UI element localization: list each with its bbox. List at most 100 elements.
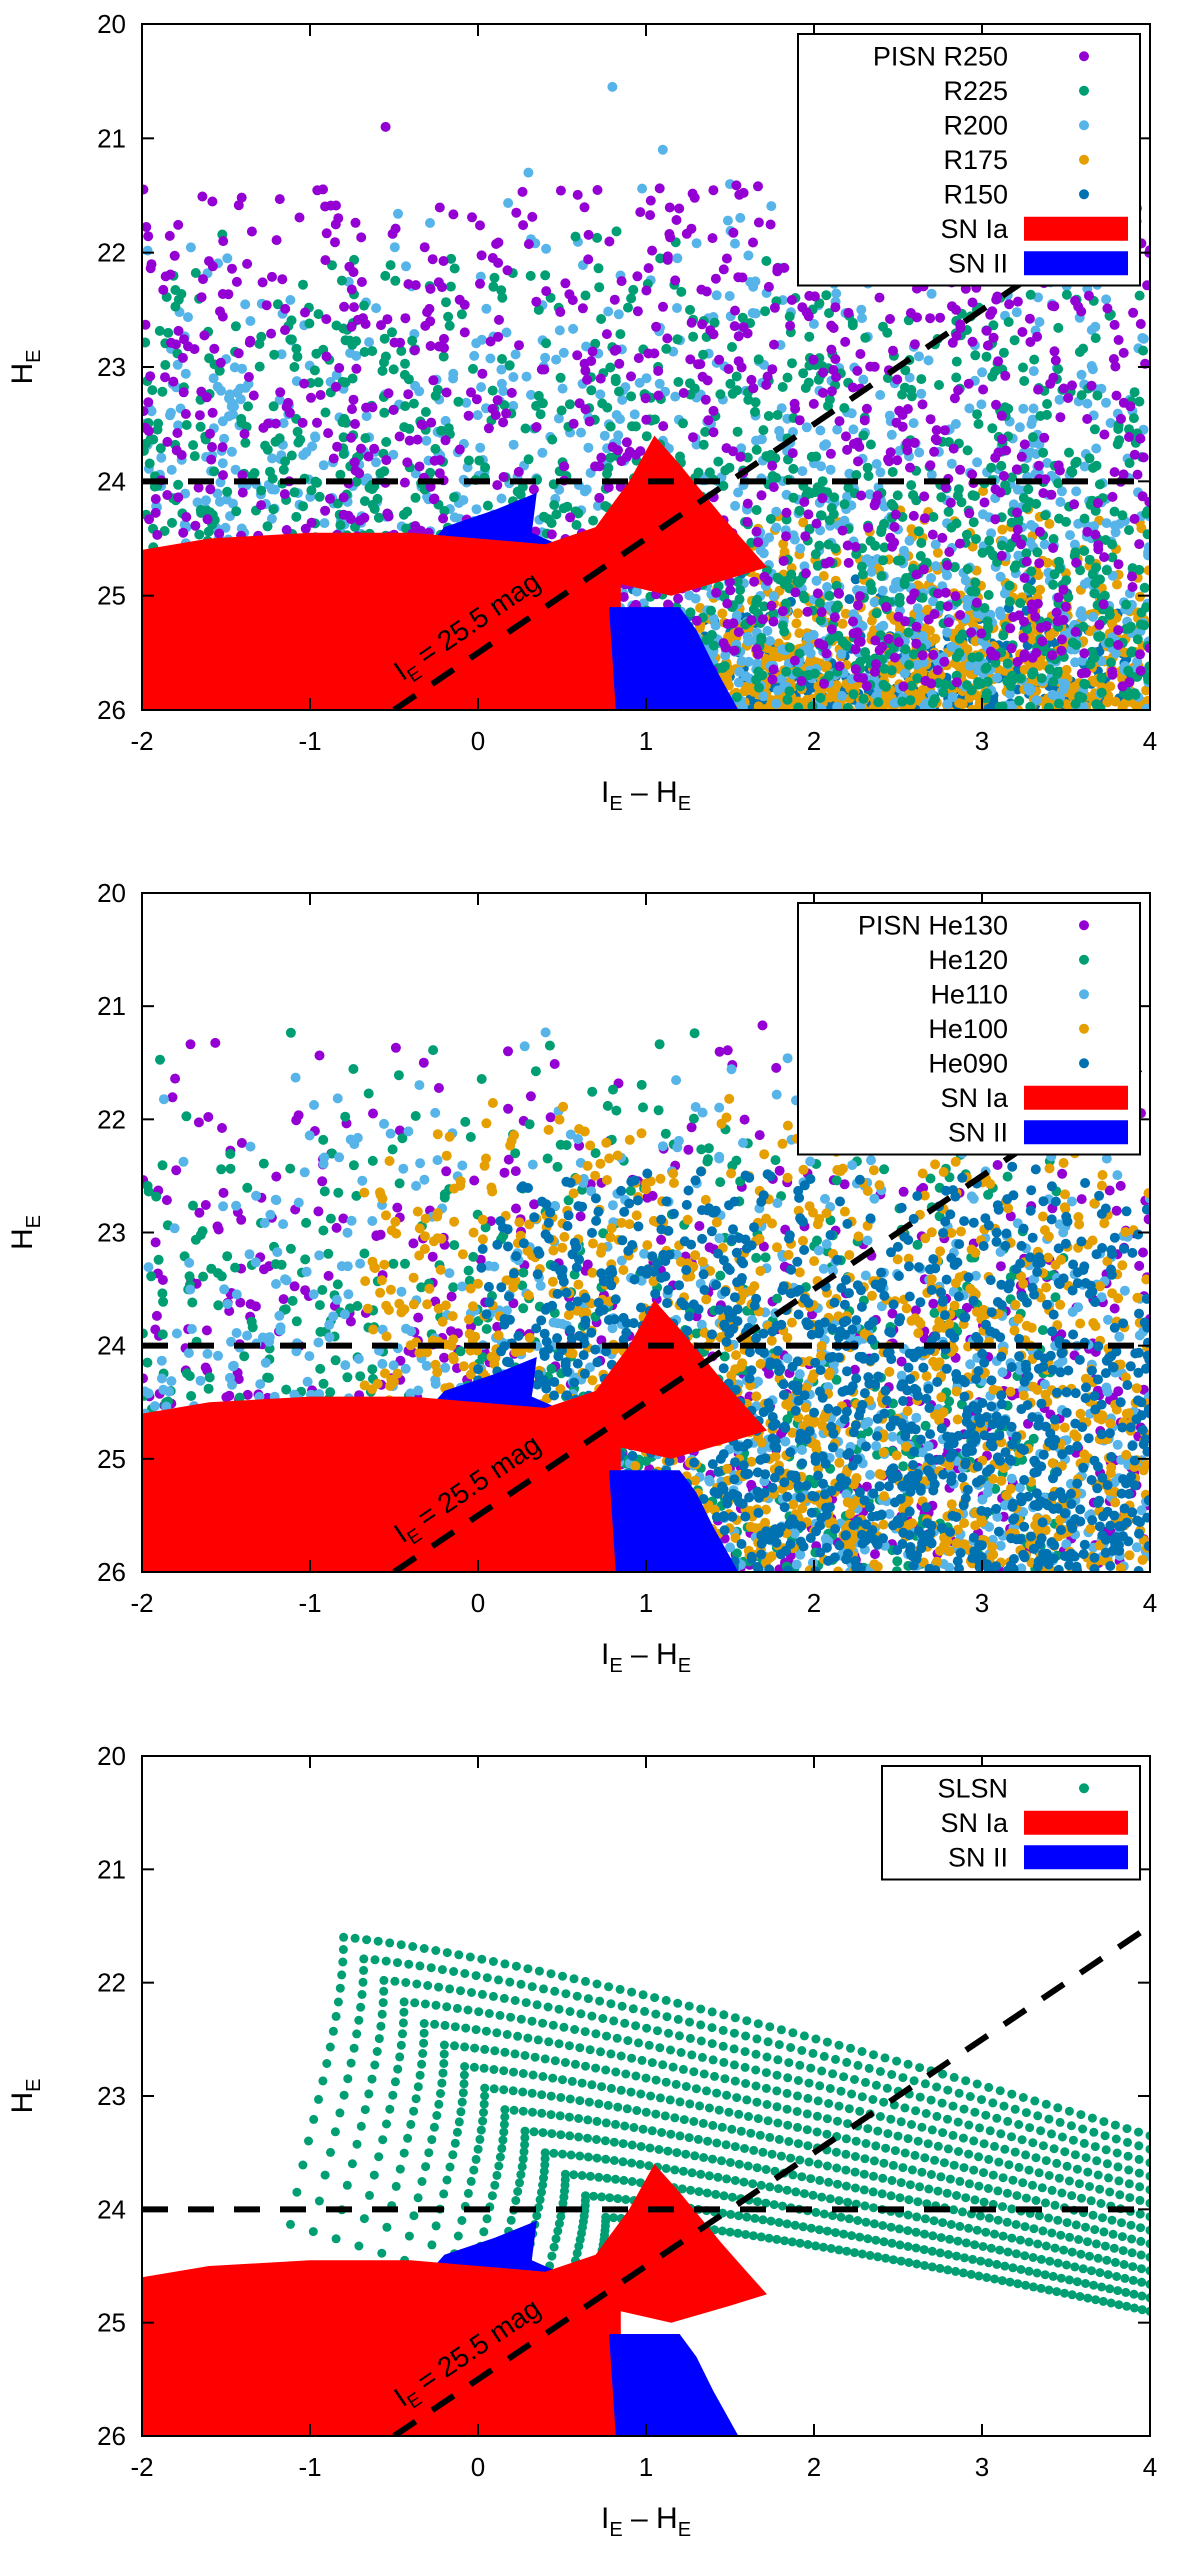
data-point bbox=[729, 321, 740, 332]
data-point bbox=[1037, 636, 1048, 647]
data-point bbox=[804, 331, 815, 342]
data-point bbox=[990, 366, 1000, 377]
data-point bbox=[1038, 488, 1049, 499]
data-point bbox=[942, 570, 952, 581]
data-point bbox=[899, 668, 910, 679]
data-point bbox=[217, 458, 228, 469]
data-point bbox=[268, 504, 279, 515]
data-point bbox=[784, 311, 795, 322]
data-point bbox=[957, 629, 968, 640]
data-point bbox=[900, 644, 911, 655]
data-point bbox=[1052, 666, 1063, 677]
data-point bbox=[596, 314, 607, 324]
data-point bbox=[822, 582, 833, 592]
data-point bbox=[861, 403, 872, 414]
data-point bbox=[762, 371, 773, 382]
data-point bbox=[626, 293, 637, 304]
data-point bbox=[1002, 658, 1013, 669]
data-point bbox=[265, 466, 275, 477]
data-point bbox=[655, 253, 666, 264]
data-point bbox=[281, 401, 292, 412]
data-point bbox=[555, 185, 566, 196]
data-point bbox=[1040, 510, 1051, 521]
data-point bbox=[879, 518, 889, 529]
data-point bbox=[808, 319, 819, 329]
data-point bbox=[884, 456, 895, 467]
data-point bbox=[547, 434, 558, 445]
data-point bbox=[385, 260, 396, 271]
data-point bbox=[363, 451, 374, 462]
data-point bbox=[528, 484, 539, 495]
data-point bbox=[1056, 634, 1067, 645]
data-point bbox=[157, 386, 168, 397]
data-point bbox=[1045, 630, 1055, 641]
data-point bbox=[750, 406, 760, 417]
data-point bbox=[280, 325, 290, 336]
data-point bbox=[233, 348, 244, 359]
data-point bbox=[403, 374, 414, 385]
data-point bbox=[458, 495, 469, 506]
data-point bbox=[883, 633, 894, 644]
data-point bbox=[718, 264, 729, 275]
data-point bbox=[766, 201, 777, 212]
data-point bbox=[168, 376, 179, 387]
data-point bbox=[1124, 525, 1134, 536]
data-point bbox=[1118, 469, 1129, 480]
data-point bbox=[768, 646, 779, 657]
data-point bbox=[231, 506, 242, 517]
data-point bbox=[633, 353, 644, 364]
data-point bbox=[541, 243, 552, 254]
data-point bbox=[325, 200, 336, 211]
data-point bbox=[794, 628, 805, 639]
data-point bbox=[906, 680, 917, 691]
data-point bbox=[1142, 506, 1150, 516]
data-point bbox=[951, 304, 961, 315]
data-point bbox=[789, 534, 800, 545]
data-point bbox=[1012, 484, 1023, 495]
data-point bbox=[586, 385, 597, 396]
data-point bbox=[951, 677, 962, 688]
data-point bbox=[291, 511, 302, 522]
data-point bbox=[269, 349, 280, 360]
data-point bbox=[1106, 657, 1116, 668]
data-point bbox=[824, 590, 835, 601]
data-point bbox=[1028, 366, 1039, 377]
data-point bbox=[492, 395, 503, 406]
data-point bbox=[979, 603, 990, 613]
data-point bbox=[814, 540, 825, 551]
data-point bbox=[239, 428, 250, 439]
data-point bbox=[294, 212, 305, 223]
data-point bbox=[300, 307, 310, 318]
data-point bbox=[685, 607, 696, 618]
data-point bbox=[913, 526, 924, 537]
data-point bbox=[1109, 319, 1120, 330]
data-point bbox=[142, 222, 152, 232]
data-point bbox=[1112, 439, 1123, 450]
data-point bbox=[940, 587, 951, 598]
data-point bbox=[926, 288, 937, 299]
data-point bbox=[787, 358, 797, 369]
data-point bbox=[909, 339, 920, 350]
data-point bbox=[926, 573, 937, 583]
data-point bbox=[634, 377, 645, 388]
plot-area bbox=[142, 81, 1150, 710]
data-point bbox=[369, 443, 380, 454]
data-point bbox=[916, 388, 927, 399]
data-point bbox=[350, 419, 360, 429]
data-point bbox=[167, 517, 177, 528]
data-point bbox=[808, 629, 819, 640]
data-point bbox=[748, 237, 758, 248]
data-point bbox=[173, 219, 184, 230]
data-point bbox=[1006, 643, 1017, 654]
data-point bbox=[1090, 529, 1101, 540]
data-point bbox=[836, 690, 847, 701]
data-point bbox=[1078, 343, 1089, 354]
data-point bbox=[821, 439, 831, 450]
data-point bbox=[912, 673, 923, 684]
data-point bbox=[1046, 489, 1057, 500]
data-point bbox=[535, 409, 546, 420]
data-point bbox=[1018, 403, 1029, 414]
data-point bbox=[1065, 530, 1075, 541]
data-point bbox=[160, 372, 170, 383]
data-point bbox=[1048, 534, 1059, 544]
